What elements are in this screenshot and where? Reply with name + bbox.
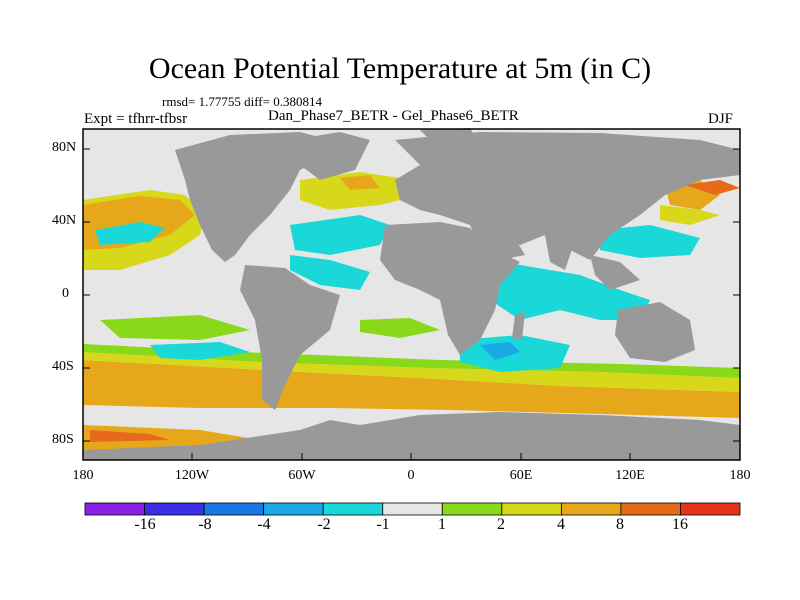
lon-label-120e: 120E xyxy=(615,468,645,483)
colorbar-label: -4 xyxy=(257,516,271,533)
southern-ocean-green-band xyxy=(83,344,740,378)
southeast-asia xyxy=(590,255,640,290)
difference-label: Dan_Phase7_BETR - Gel_Phase6_BETR xyxy=(268,108,519,124)
indian-ocean-cyan xyxy=(470,255,650,320)
colorbar-swatch xyxy=(560,502,622,516)
japan-yellow xyxy=(660,205,720,225)
lat-tick-marks xyxy=(83,148,740,442)
north-atlantic-orange xyxy=(340,175,380,190)
rmsd-stats: rmsd= 1.77755 diff= 0.380814 xyxy=(162,94,322,109)
colorbar-swatch xyxy=(501,502,562,516)
madagascar xyxy=(512,312,525,340)
colorbar-label: -8 xyxy=(198,516,212,533)
lon-label-0: 0 xyxy=(407,468,415,483)
lat-label-40n: 40N xyxy=(52,213,77,228)
colorbar-swatch xyxy=(263,502,324,516)
bering-orange xyxy=(685,180,740,195)
colorbar-swatch xyxy=(680,502,741,516)
southern-ocean-yellow-band xyxy=(83,352,740,392)
lon-label-60w: 60W xyxy=(288,468,316,483)
anomaly-field xyxy=(83,172,740,450)
colorbar-label: 4 xyxy=(557,516,565,533)
antarctica xyxy=(83,412,740,460)
south-pacific-cyan xyxy=(150,342,250,360)
colorbar-swatch xyxy=(322,502,384,516)
west-pacific-cyan xyxy=(600,225,700,258)
south-america xyxy=(240,265,340,410)
arctic-land-northeast xyxy=(420,128,480,150)
colorbar-swatch xyxy=(620,502,681,516)
colorbar-swatch xyxy=(203,502,265,516)
colorbar-label: -1 xyxy=(376,516,390,533)
arabia xyxy=(470,225,525,260)
indian-blue-spot xyxy=(480,342,520,360)
lon-label-60e: 60E xyxy=(509,468,533,483)
lon-label-120w: 120W xyxy=(174,468,210,483)
land-masses xyxy=(83,128,740,460)
colorbar-label: 1 xyxy=(438,516,446,533)
lat-label-80s: 80S xyxy=(52,432,74,447)
lat-label-80n: 80N xyxy=(52,140,77,155)
australia xyxy=(615,302,695,362)
north-atlantic-cyan xyxy=(290,215,390,255)
lon-label-180e: 180 xyxy=(729,468,751,483)
south-atlantic-green xyxy=(360,318,440,338)
colorbar xyxy=(84,502,741,516)
colorbar-label: -16 xyxy=(134,516,156,533)
experiment-label: Expt = tfhrr-tfbsr xyxy=(84,111,188,127)
north-atlantic-warm xyxy=(300,172,420,210)
colorbar-swatch xyxy=(382,502,443,516)
india xyxy=(545,235,575,270)
africa xyxy=(380,222,520,355)
tropical-atlantic-cyan xyxy=(290,255,370,290)
colorbar-swatch xyxy=(441,502,503,516)
colorbar-label: 8 xyxy=(616,516,624,533)
colorbar-label: 2 xyxy=(497,516,505,533)
lon-label-180w: 180 xyxy=(72,468,94,483)
southern-ocean-warm-band xyxy=(83,360,740,418)
colorbar-swatch xyxy=(144,502,205,516)
lat-label-40s: 40S xyxy=(52,359,74,374)
lat-label-0: 0 xyxy=(62,286,69,301)
antarctic-coastal-dark xyxy=(90,430,170,442)
south-pacific-green xyxy=(100,315,250,340)
colorbar-label: 16 xyxy=(672,516,688,533)
north-america xyxy=(175,132,330,262)
plot-title: Ocean Potential Temperature at 5m (in C) xyxy=(148,52,652,85)
colorbar-swatch xyxy=(84,502,145,516)
greenland xyxy=(290,132,370,180)
north-pacific-cyan xyxy=(95,222,165,245)
lon-tick-marks xyxy=(82,453,741,460)
colorbar-label: -2 xyxy=(317,516,331,533)
season-label: DJF xyxy=(708,111,734,127)
